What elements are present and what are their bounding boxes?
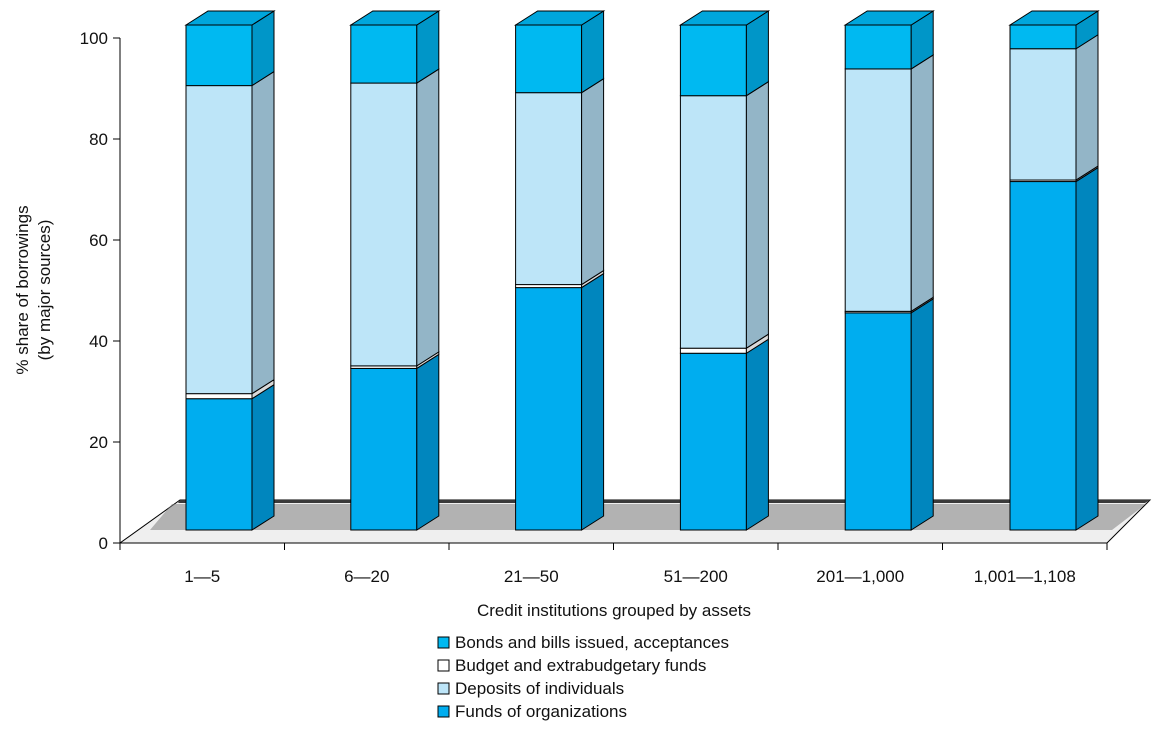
- bar-segment: [1009, 181, 1077, 531]
- bar-segment-side: [910, 297, 934, 531]
- x-tick-label: 21—50: [504, 567, 559, 586]
- legend-swatch: [437, 659, 450, 672]
- bar-segment: [679, 347, 747, 354]
- bar-segment-side: [251, 383, 275, 531]
- bar-top: [1008, 10, 1100, 26]
- bar-segment-side: [745, 80, 769, 350]
- bar-segment: [185, 393, 253, 400]
- y-axis-title: % share of borrowings (by major sources): [13, 205, 54, 374]
- bar-top: [678, 10, 771, 26]
- bar-segment: [185, 24, 253, 87]
- y-tick-label: 0: [99, 534, 108, 553]
- bar-stack: [184, 10, 276, 531]
- x-tick-label: 6—20: [344, 567, 389, 586]
- bar-segment: [515, 92, 583, 286]
- bar-segment: [844, 68, 912, 312]
- x-tick-label: 201—1,000: [816, 567, 904, 586]
- bar-segment: [350, 82, 418, 367]
- legend-item: Bonds and bills issued, acceptances: [437, 633, 729, 652]
- bar-top: [513, 10, 606, 26]
- bar-segment: [515, 24, 583, 94]
- bar-segment-side: [1075, 166, 1099, 531]
- y-axis-title-line: % share of borrowings: [13, 205, 32, 374]
- bar-stack: [678, 10, 771, 531]
- bar-segment-side: [581, 77, 605, 286]
- y-tick-label: 60: [89, 231, 108, 250]
- x-tick-label: 1—5: [184, 567, 220, 586]
- y-tick-label: 40: [89, 332, 108, 351]
- bar-top: [349, 10, 441, 26]
- y-tick-label: 80: [89, 130, 108, 149]
- legend-label: Deposits of individuals: [455, 679, 624, 698]
- bar-segment-side: [416, 68, 440, 367]
- legend-swatch: [437, 636, 450, 649]
- legend-label: Funds of organizations: [455, 702, 627, 721]
- x-tick-label: 51—200: [664, 567, 728, 586]
- bar-segment-side: [745, 10, 769, 97]
- bar-segment: [185, 85, 253, 395]
- y-tick-label: 100: [80, 29, 108, 48]
- bar-stack: [843, 10, 935, 531]
- bar-segment: [679, 24, 747, 97]
- y-tick-label: 20: [89, 433, 108, 452]
- legend-swatch: [437, 682, 450, 695]
- legend-swatch: [437, 705, 450, 718]
- y-axis-title-line: (by major sources): [35, 220, 54, 361]
- legend-item: Budget and extrabudgetary funds: [437, 656, 706, 675]
- bar-segment: [515, 287, 583, 531]
- bar-segment-side: [745, 338, 769, 531]
- bar-segment-side: [251, 70, 275, 395]
- bar-segment: [350, 367, 418, 531]
- bar-stack: [349, 10, 441, 531]
- legend-label: Budget and extrabudgetary funds: [455, 656, 706, 675]
- bar-segment: [350, 24, 418, 84]
- bar-segment-side: [910, 54, 934, 313]
- bar-stack: [513, 10, 606, 531]
- legend-item: Deposits of individuals: [437, 679, 624, 698]
- bar-segment-side: [1075, 33, 1099, 181]
- bar-top: [184, 10, 276, 26]
- bar-segment-side: [416, 353, 440, 531]
- bar-segment: [1009, 24, 1077, 50]
- bar-segment: [679, 95, 747, 349]
- bar-segment: [679, 352, 747, 531]
- floor-shading: [150, 504, 1146, 530]
- bar-segment: [185, 398, 253, 531]
- bar-segment: [1009, 48, 1077, 181]
- bar-top: [843, 10, 935, 26]
- legend-label: Bonds and bills issued, acceptances: [455, 633, 729, 652]
- bar-segment: [844, 24, 912, 70]
- legend-item: Funds of organizations: [437, 702, 627, 721]
- floor-shadow: [178, 500, 1150, 503]
- bar-segment: [844, 312, 912, 531]
- bar-segment-side: [581, 272, 605, 531]
- x-tick-label: 1,001—1,108: [974, 567, 1076, 586]
- bar-stack: [1008, 10, 1100, 531]
- x-axis-title: Credit institutions grouped by assets: [477, 601, 751, 620]
